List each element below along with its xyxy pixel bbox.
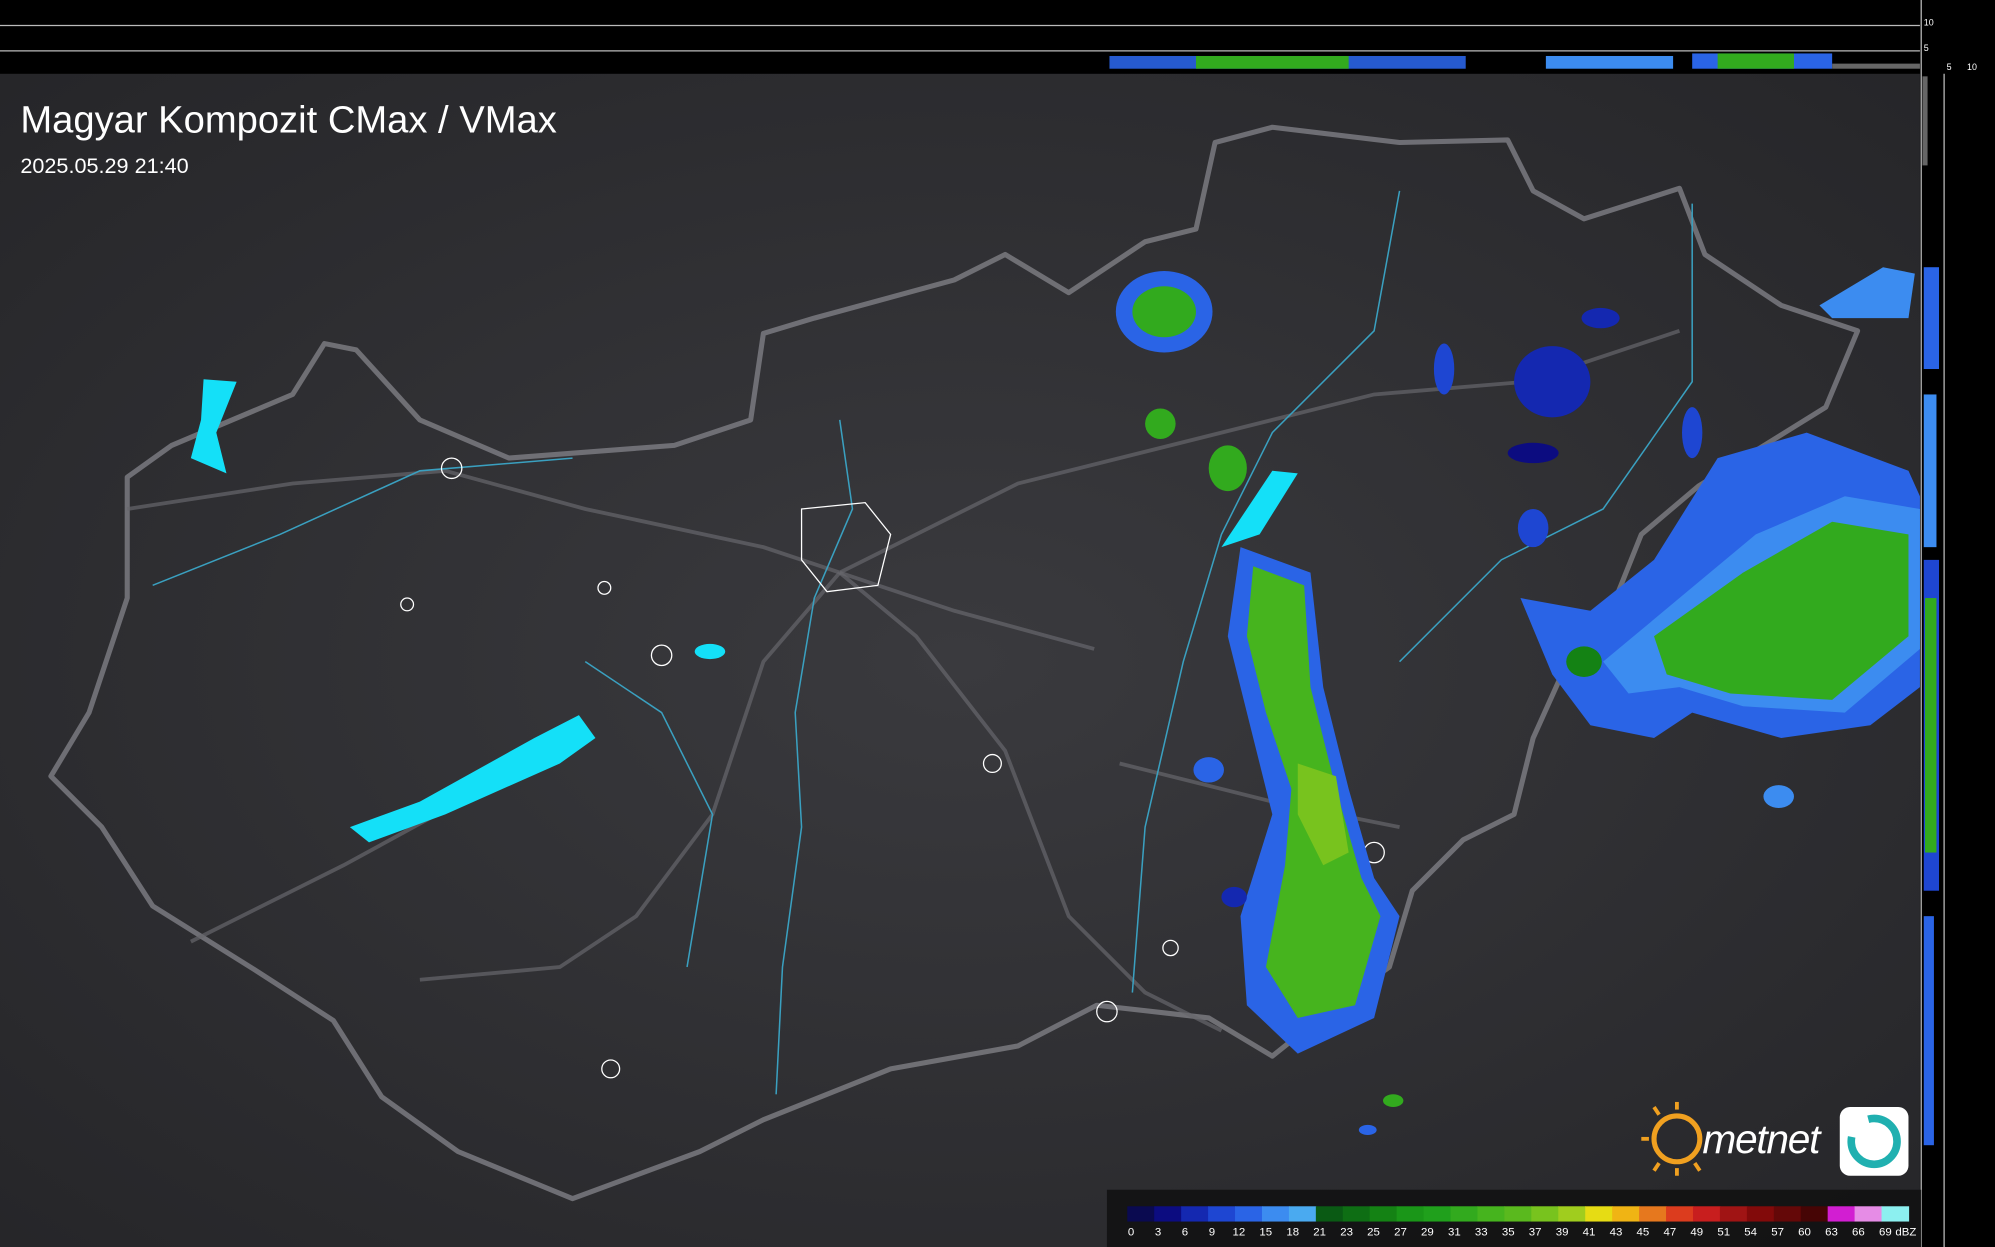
lakes [190, 379, 1298, 843]
legend-label: 54 [1744, 1227, 1757, 1239]
legend-label: 25 [1367, 1227, 1380, 1239]
logo-text: metnet [1702, 1116, 1822, 1162]
legend-swatch [1639, 1206, 1667, 1222]
legend: 0 3 6 9 12 15 18 21 23 25 27 29 31 33 35 37 39 41 43 45 47 49… [1127, 1206, 1916, 1239]
legend-swatch [1585, 1206, 1613, 1222]
legend-swatch [1315, 1206, 1344, 1222]
legend-swatch [1423, 1206, 1452, 1222]
legend-label: 41 [1583, 1227, 1596, 1239]
legend-label: 12 [1232, 1227, 1245, 1239]
axis-label: 10 [1924, 17, 1934, 27]
legend-swatch [1692, 1206, 1721, 1222]
legend-swatch [1773, 1206, 1802, 1222]
legend-swatch [1746, 1206, 1775, 1222]
legend-swatch [1719, 1206, 1748, 1222]
legend-swatch [1612, 1206, 1640, 1222]
legend-swatch [1342, 1206, 1371, 1222]
legend-label: 9 [1209, 1227, 1215, 1239]
logo: metnet [1641, 1101, 1909, 1176]
legend-label: 6 [1182, 1227, 1188, 1239]
legend-swatch [1261, 1206, 1290, 1222]
axis-label: 10 [1967, 62, 1977, 72]
legend-label: 69 [1879, 1227, 1892, 1239]
side-profile [1920, 0, 1945, 1247]
legend-label: 63 [1825, 1227, 1838, 1239]
legend-swatch [1854, 1206, 1883, 1222]
radar-echoes [1115, 267, 1920, 1136]
legend-label: 23 [1340, 1227, 1353, 1239]
legend-label: 57 [1771, 1227, 1784, 1239]
legend-label: 27 [1394, 1227, 1407, 1239]
legend-swatch [1881, 1206, 1910, 1222]
legend-label: 3 [1155, 1227, 1161, 1239]
legend-swatch [1477, 1206, 1506, 1222]
legend-label: 15 [1259, 1227, 1272, 1239]
axis-label: 5 [1924, 43, 1929, 53]
legend-label: 0 [1128, 1227, 1134, 1239]
country-outline [48, 124, 1861, 1202]
legend-label: 45 [1637, 1227, 1650, 1239]
legend-swatch [1827, 1206, 1856, 1222]
legend-label: 66 [1852, 1227, 1865, 1239]
timestamp: 2025.05.29 21:40 [20, 153, 188, 178]
legend-swatch [1666, 1206, 1694, 1222]
legend-label: 35 [1502, 1227, 1515, 1239]
axis-label: 5 [1947, 62, 1952, 72]
legend-swatch [1504, 1206, 1532, 1222]
legend-label: 29 [1421, 1227, 1434, 1239]
legend-swatch [1800, 1206, 1829, 1222]
legend-label: 31 [1448, 1227, 1461, 1239]
legend-label: 47 [1663, 1227, 1676, 1239]
legend-swatch [1154, 1206, 1182, 1222]
legend-label: 43 [1610, 1227, 1623, 1239]
legend-swatch [1127, 1206, 1155, 1222]
legend-label: 21 [1313, 1227, 1326, 1239]
legend-swatch [1208, 1206, 1236, 1222]
legend-label: 51 [1717, 1227, 1730, 1239]
rivers [152, 190, 1693, 1095]
legend-label: 37 [1529, 1227, 1542, 1239]
legend-swatch [1181, 1206, 1209, 1222]
legend-unit: dBZ [1895, 1227, 1916, 1239]
legend-swatch [1531, 1206, 1559, 1222]
legend-swatch [1558, 1206, 1586, 1222]
legend-label: 39 [1556, 1227, 1569, 1239]
legend-swatch [1396, 1206, 1425, 1222]
legend-swatch [1450, 1206, 1479, 1222]
legend-swatch [1369, 1206, 1398, 1222]
legend-label: 49 [1690, 1227, 1703, 1239]
legend-label: 33 [1475, 1227, 1488, 1239]
legend-label: 60 [1798, 1227, 1811, 1239]
top-profile [0, 24, 1920, 69]
legend-label: 18 [1286, 1227, 1299, 1239]
map-title: Magyar Kompozit CMax / VMax [20, 98, 556, 141]
legend-swatch [1288, 1206, 1317, 1222]
legend-swatch [1235, 1206, 1263, 1222]
